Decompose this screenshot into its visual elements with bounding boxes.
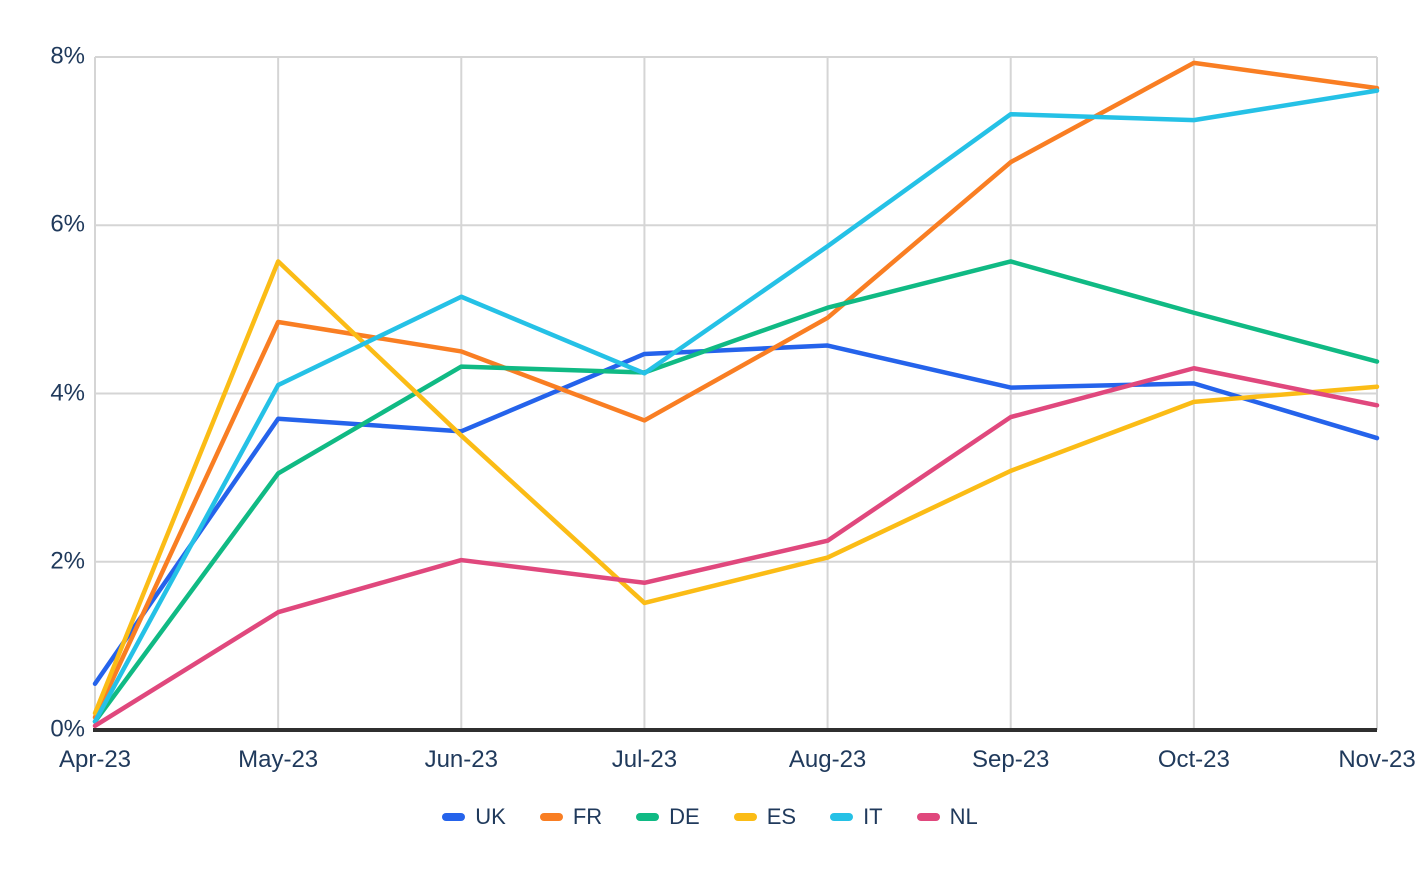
series-line-uk: [92, 343, 1380, 686]
legend-label: IT: [863, 804, 883, 829]
legend-item-de[interactable]: DE: [636, 804, 700, 830]
y-tick-label: 0%: [50, 715, 85, 743]
x-tick-label: Nov-23: [1338, 746, 1416, 773]
legend-label: UK: [475, 804, 506, 829]
legend-swatch-icon: [916, 813, 940, 821]
series-line-fr: [92, 60, 1380, 720]
x-tick-label: May-23: [238, 746, 319, 773]
legend-label: FR: [572, 804, 603, 829]
legend-swatch-icon: [539, 813, 563, 821]
legend-swatch-icon: [636, 813, 660, 821]
legend-item-nl[interactable]: NL: [916, 804, 978, 830]
y-tick-label: 8%: [50, 42, 85, 70]
legend-swatch-icon: [830, 813, 854, 821]
series-line-es: [92, 259, 1380, 716]
legend-label: NL: [949, 804, 978, 829]
x-tick-label: Aug-23: [788, 746, 867, 773]
legend-item-es[interactable]: ES: [733, 804, 797, 830]
x-tick-label: Oct-23: [1157, 746, 1230, 773]
series-line-it: [92, 88, 1380, 724]
legend-item-fr[interactable]: FR: [539, 804, 603, 830]
x-tick-label: Jul-23: [611, 746, 678, 773]
x-tick-label: Apr-23: [58, 746, 132, 773]
legend-item-it[interactable]: IT: [830, 804, 883, 830]
legend-label: ES: [766, 804, 797, 829]
legend-item-uk[interactable]: UK: [442, 804, 506, 830]
legend-swatch-icon: [442, 813, 466, 821]
legend-swatch-icon: [733, 813, 757, 821]
x-tick-label: Sep-23: [972, 746, 1050, 773]
x-tick-label: Jun-23: [424, 746, 498, 773]
series-line-de: [92, 259, 1380, 724]
series-line-nl: [92, 366, 1380, 729]
legend-label: DE: [669, 804, 700, 829]
y-tick-label: 4%: [50, 378, 85, 406]
legend: UK FR DE ES IT NL: [0, 804, 1420, 830]
y-tick-label: 6%: [50, 210, 85, 238]
y-tick-label: 2%: [50, 547, 85, 575]
